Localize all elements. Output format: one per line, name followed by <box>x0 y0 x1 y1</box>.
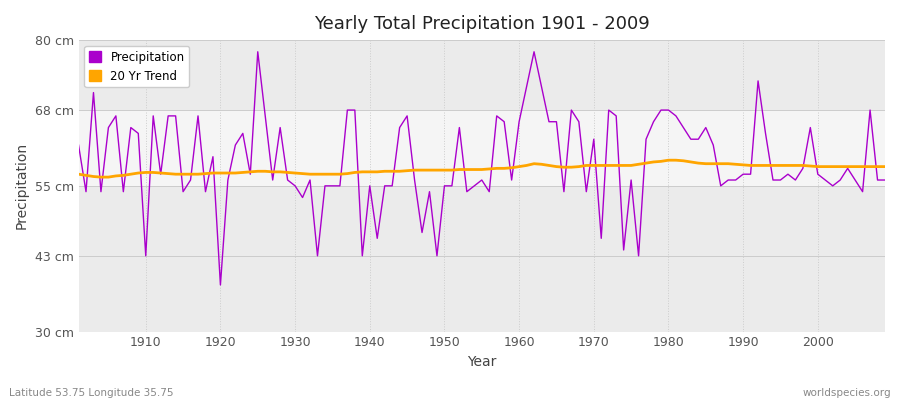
Legend: Precipitation, 20 Yr Trend: Precipitation, 20 Yr Trend <box>85 46 189 87</box>
Y-axis label: Precipitation: Precipitation <box>15 142 29 230</box>
X-axis label: Year: Year <box>467 355 497 369</box>
Text: Latitude 53.75 Longitude 35.75: Latitude 53.75 Longitude 35.75 <box>9 388 174 398</box>
Bar <box>78 110 885 186</box>
Text: worldspecies.org: worldspecies.org <box>803 388 891 398</box>
Title: Yearly Total Precipitation 1901 - 2009: Yearly Total Precipitation 1901 - 2009 <box>314 15 650 33</box>
